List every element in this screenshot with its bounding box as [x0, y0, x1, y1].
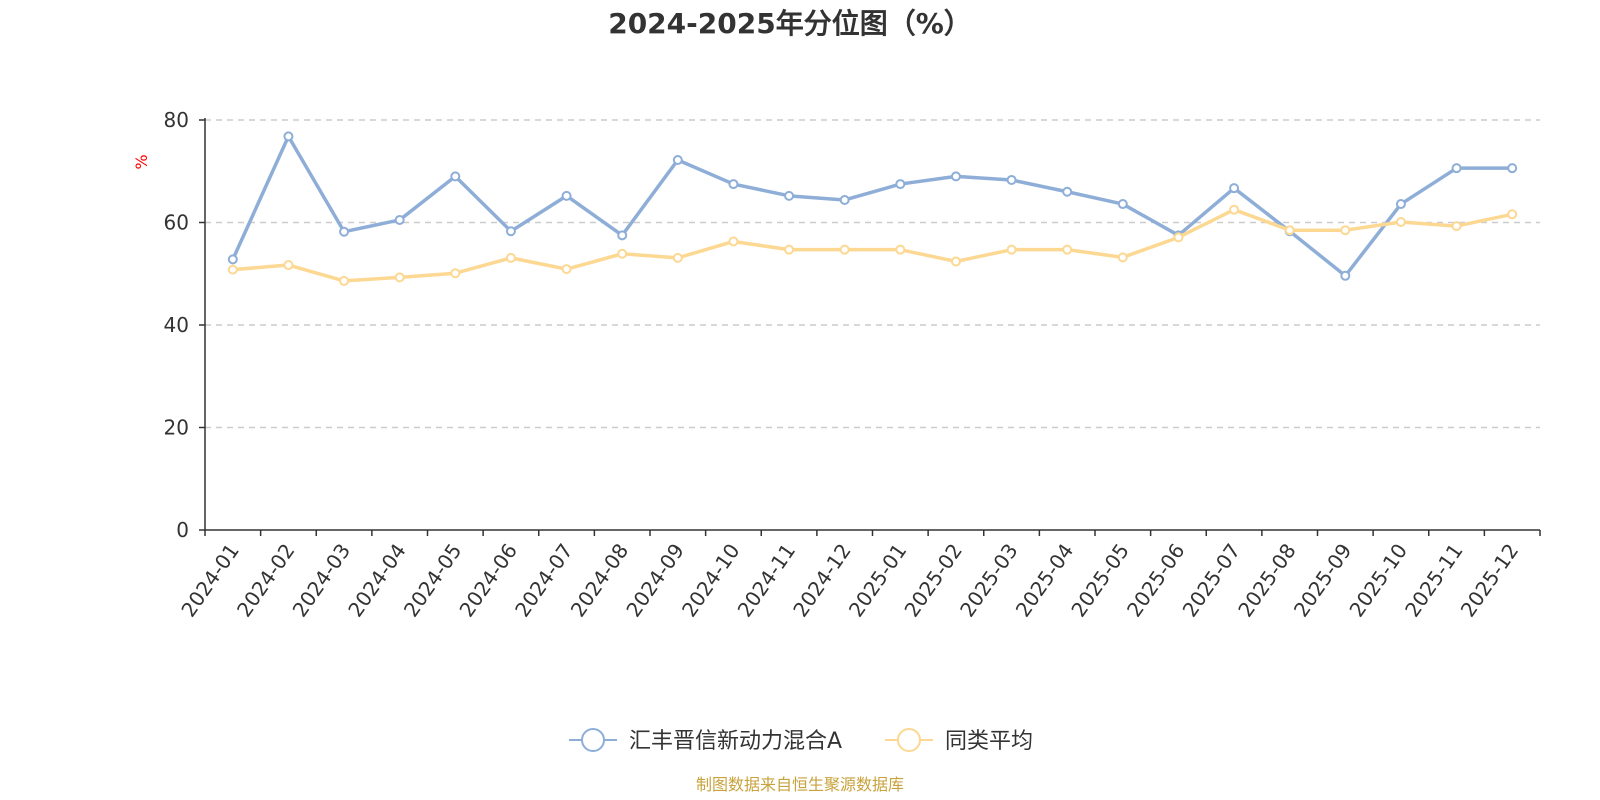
data-point — [672, 154, 683, 165]
data-point — [1229, 183, 1240, 194]
series-lines — [227, 131, 1518, 286]
data-point — [561, 190, 572, 201]
data-point — [450, 268, 461, 279]
data-point — [1062, 244, 1073, 255]
grid-lines — [205, 119, 1540, 429]
x-tick-label: 2025-12 — [1456, 539, 1524, 621]
data-point — [784, 244, 795, 255]
data-point — [450, 171, 461, 182]
legend[interactable]: 汇丰晋信新动力混合A 同类平均 — [569, 728, 1033, 754]
data-point — [1117, 199, 1128, 210]
series-line-1 — [232, 207, 1513, 283]
legend-label: 汇丰晋信新动力混合A — [629, 729, 842, 754]
data-point — [728, 236, 739, 247]
data-point — [950, 256, 961, 267]
data-point — [1062, 186, 1073, 197]
data-point — [1451, 221, 1462, 232]
data-point — [1340, 270, 1351, 281]
data-point — [895, 244, 906, 255]
data-point — [561, 264, 572, 275]
data-point — [283, 260, 294, 271]
chart-title: 2024-2025年分位图（%） — [608, 7, 972, 40]
y-tick-label: 60 — [164, 211, 189, 235]
series-line-0 — [231, 134, 1513, 278]
x-tick-labels: 2024-012024-022024-032024-042024-052024-… — [176, 539, 1523, 621]
data-point — [1507, 163, 1518, 174]
y-tick-label: 40 — [164, 313, 189, 337]
data-point — [895, 179, 906, 190]
data-point — [1173, 232, 1184, 243]
y-tick-label: 0 — [176, 518, 189, 542]
data-point — [339, 226, 350, 237]
data-point — [505, 252, 516, 263]
legend-item-0[interactable]: 汇丰晋信新动力混合A — [569, 728, 842, 754]
data-point — [505, 226, 516, 237]
data-point — [1229, 204, 1240, 215]
data-point — [672, 252, 683, 263]
y-tick-labels: 0 20 40 60 80 — [164, 108, 189, 542]
data-point — [1006, 244, 1017, 255]
data-source-note: 制图数据来自恒生聚源数据库 — [696, 775, 904, 794]
y-axis-label: % — [132, 154, 151, 169]
data-point — [283, 131, 294, 142]
legend-item-1[interactable]: 同类平均 — [885, 728, 1033, 754]
data-point — [394, 214, 405, 225]
data-point — [1507, 209, 1518, 220]
data-point — [839, 194, 850, 205]
data-point — [394, 272, 405, 283]
legend-marker — [897, 728, 921, 752]
data-point — [339, 275, 350, 286]
data-point — [617, 230, 628, 241]
data-point — [1395, 216, 1406, 227]
data-point — [227, 264, 238, 275]
axes — [199, 118, 1541, 536]
data-point — [1395, 199, 1406, 210]
data-point — [1340, 225, 1351, 236]
data-point — [950, 171, 961, 182]
y-tick-label: 20 — [164, 416, 189, 440]
data-point — [728, 179, 739, 190]
data-point — [617, 248, 628, 259]
data-point — [1006, 174, 1017, 185]
y-tick-label: 80 — [164, 108, 189, 132]
data-point — [227, 254, 238, 265]
data-point — [1117, 252, 1128, 263]
data-point — [839, 244, 850, 255]
legend-label: 同类平均 — [945, 729, 1033, 754]
data-point — [784, 190, 795, 201]
data-point — [1284, 225, 1295, 236]
data-point — [1451, 163, 1462, 174]
legend-marker — [581, 728, 605, 752]
